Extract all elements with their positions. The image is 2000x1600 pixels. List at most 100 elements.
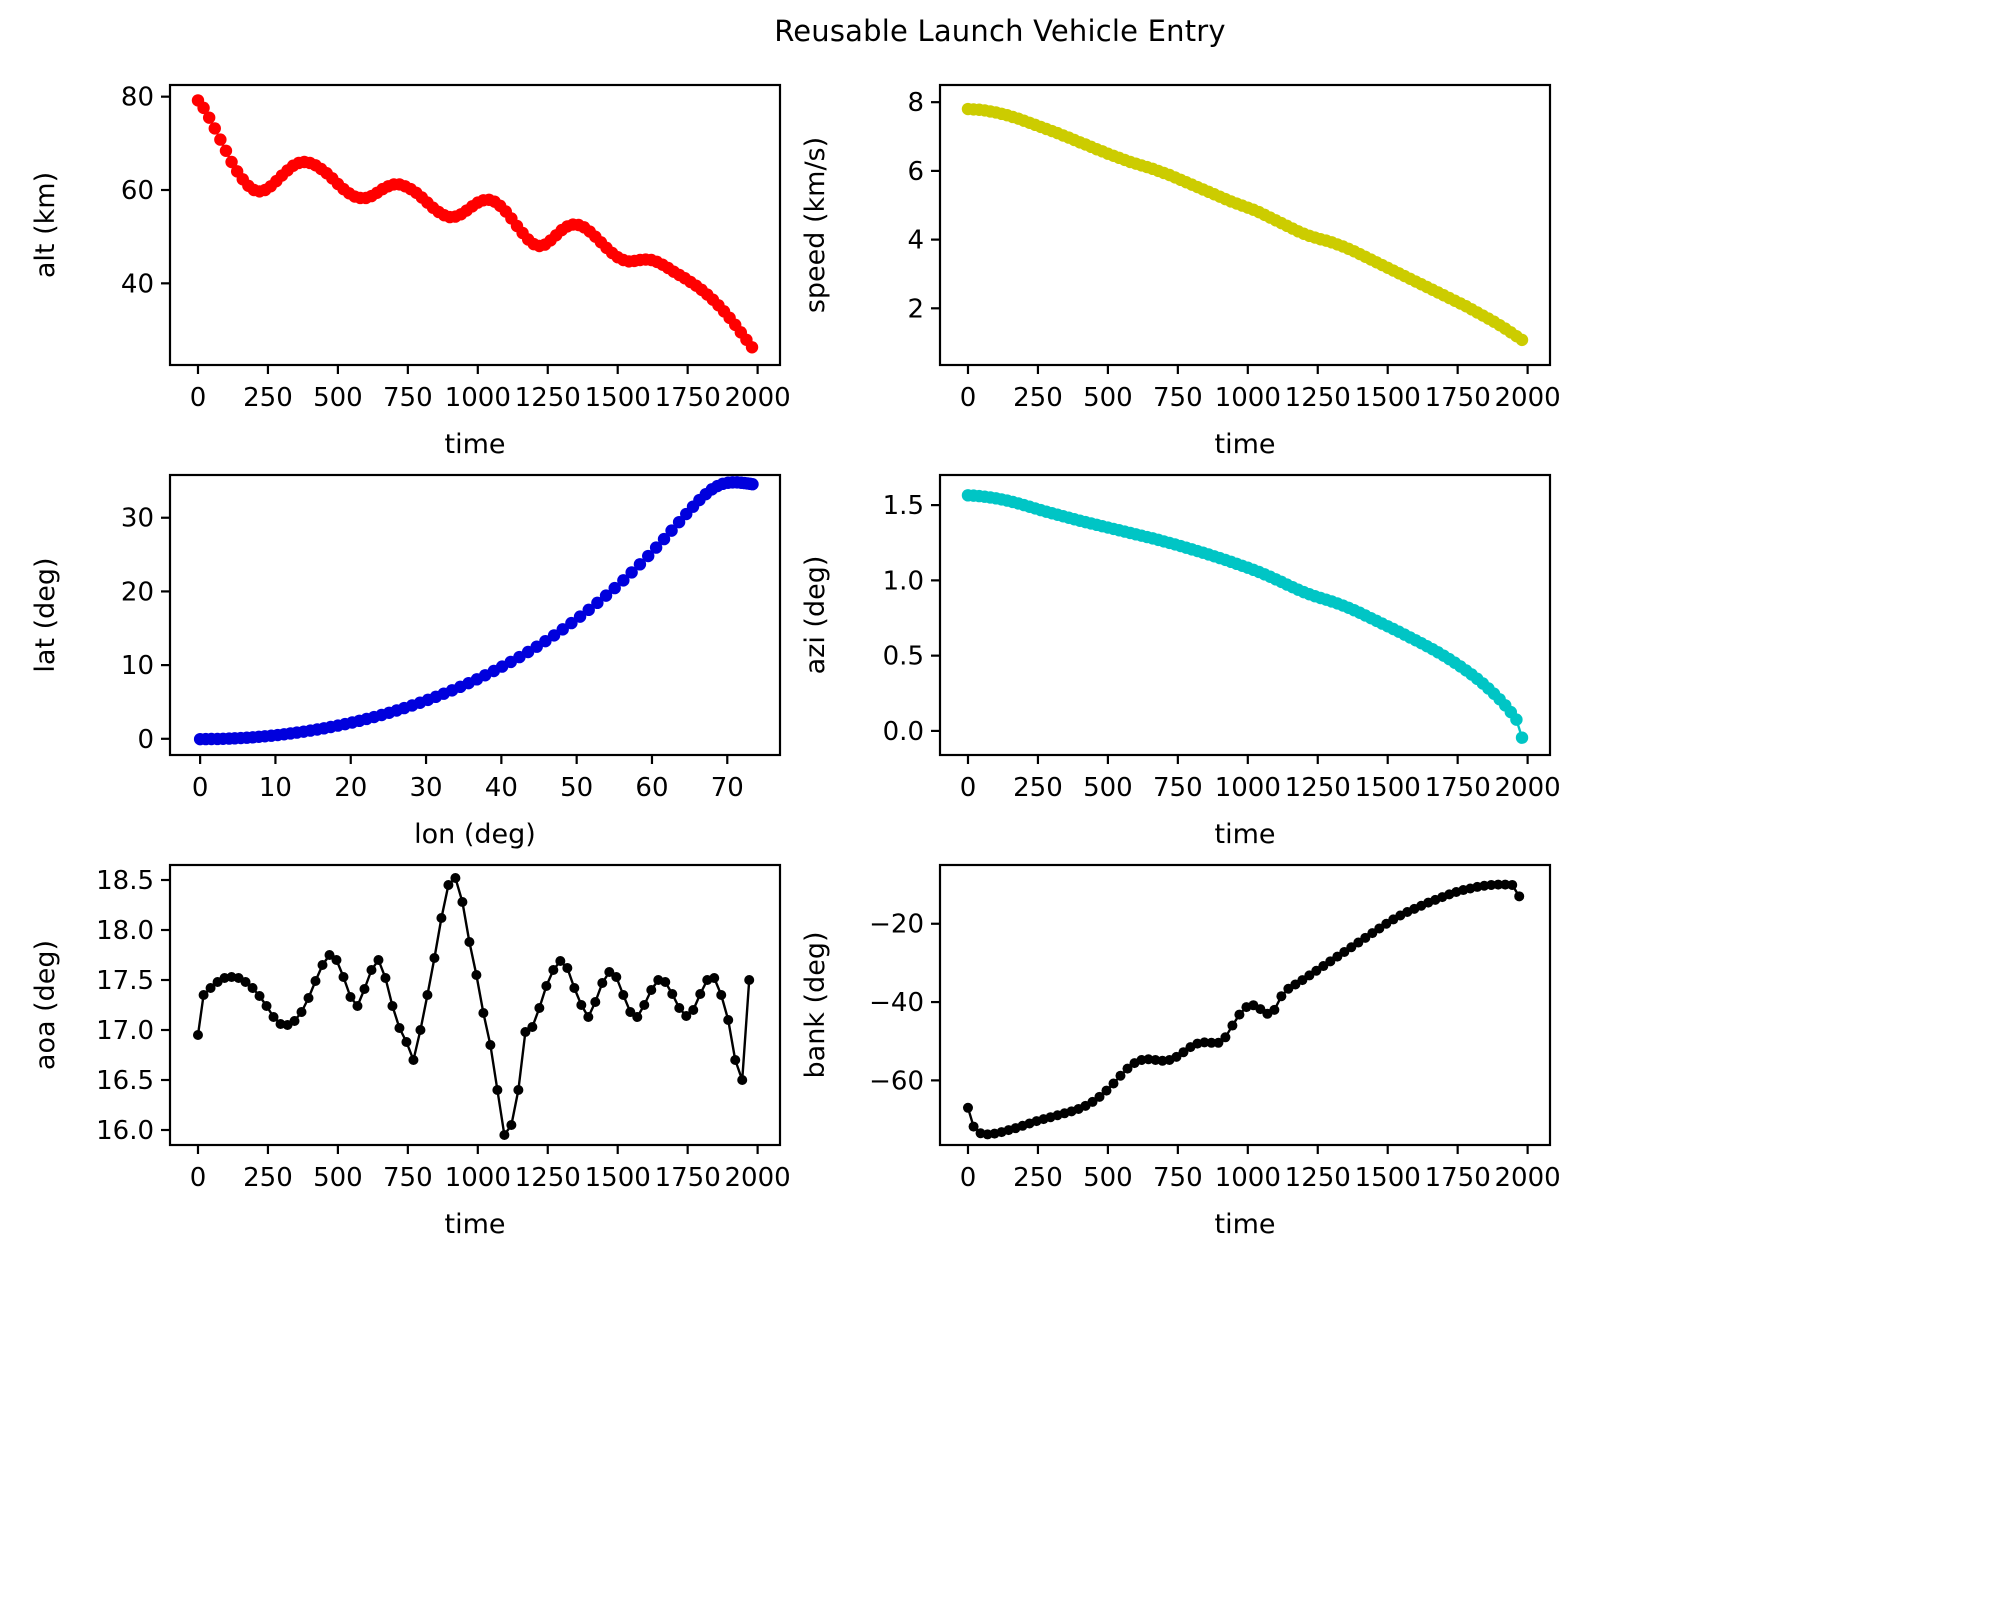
subplot-lat-vs-lon: 0 10 20 30 40 50 60 70 0 10 20 30 lon (deg) lat (deg) xyxy=(20,450,820,870)
data-marker xyxy=(1227,1020,1238,1031)
data-marker xyxy=(303,993,314,1003)
x-axis-label: time xyxy=(1214,429,1275,460)
x-tick-label: 250 xyxy=(243,1163,293,1193)
data-marker xyxy=(401,1037,412,1047)
data-marker xyxy=(642,549,655,563)
data-marker xyxy=(625,566,638,579)
x-axis-label: time xyxy=(444,1209,505,1240)
data-marker xyxy=(214,133,227,146)
data-marker xyxy=(205,983,216,993)
data-marker xyxy=(1374,923,1385,934)
y-axis-label: aoa (deg) xyxy=(30,940,61,1070)
data-marker xyxy=(1360,932,1371,943)
axes-frame xyxy=(168,863,782,1147)
x-tick-label: 2000 xyxy=(725,383,791,413)
data-marker xyxy=(464,937,475,947)
data-marker xyxy=(723,1015,734,1025)
data-marker xyxy=(632,1012,643,1022)
data-marker xyxy=(310,976,321,986)
data-marker xyxy=(1269,1004,1280,1015)
x-axis-label: time xyxy=(1214,1209,1275,1240)
x-axis-label: time xyxy=(1214,819,1275,850)
y-tick-label: 10 xyxy=(121,651,154,681)
y-tick-label: 18.0 xyxy=(96,916,154,946)
data-marker xyxy=(618,990,629,1000)
data-marker xyxy=(1515,333,1529,347)
series-azi-vs-time xyxy=(961,489,1529,744)
x-tick-label: 2000 xyxy=(1495,1163,1561,1193)
data-line xyxy=(967,107,1523,341)
data-marker xyxy=(240,977,251,987)
data-marker xyxy=(1515,731,1529,744)
data-marker xyxy=(548,965,559,975)
data-marker xyxy=(649,541,663,554)
data-marker xyxy=(345,992,356,1002)
data-marker xyxy=(268,1012,279,1022)
data-marker xyxy=(366,965,377,975)
x-tick-label: 0 xyxy=(960,773,977,803)
x-tick-label: 500 xyxy=(1083,383,1133,413)
data-marker xyxy=(394,1023,405,1033)
data-marker xyxy=(443,880,454,890)
x-tick-label: 250 xyxy=(243,383,293,413)
data-marker xyxy=(625,1007,636,1017)
x-tick-label: 1250 xyxy=(1285,1163,1351,1193)
x-tick-label: 2000 xyxy=(1495,383,1561,413)
data-marker xyxy=(604,967,615,977)
series-speed-vs-time xyxy=(961,102,1529,347)
y-axis-label: lat (deg) xyxy=(30,557,61,672)
y-tick-label: 1.5 xyxy=(883,491,924,521)
data-marker xyxy=(247,983,258,993)
x-tick-label: 1000 xyxy=(1215,773,1281,803)
data-marker xyxy=(1297,975,1308,986)
x-tick-label: 1750 xyxy=(1425,773,1491,803)
x-axis-label: time xyxy=(444,429,505,460)
data-marker xyxy=(457,897,468,907)
x-tick-label: 1750 xyxy=(1425,1163,1491,1193)
y-tick-label: −40 xyxy=(869,988,924,1018)
data-marker xyxy=(639,1000,650,1010)
series-aoa-vs-time xyxy=(192,873,755,1140)
data-marker xyxy=(415,1025,426,1035)
data-marker xyxy=(1255,1004,1266,1015)
data-marker xyxy=(478,1008,489,1018)
x-tick-label: 40 xyxy=(485,773,518,803)
data-line xyxy=(967,494,1524,739)
data-marker xyxy=(633,558,647,571)
data-marker xyxy=(198,990,209,1000)
data-marker xyxy=(565,616,578,630)
series-bank-vs-time xyxy=(962,879,1525,1140)
data-marker xyxy=(547,629,561,642)
data-marker xyxy=(219,144,233,157)
x-tick-label: 1750 xyxy=(655,383,721,413)
data-marker xyxy=(556,623,569,636)
data-marker xyxy=(541,981,552,991)
x-tick-label: 1000 xyxy=(1215,383,1281,413)
data-marker xyxy=(534,1003,545,1013)
data-marker xyxy=(962,1102,973,1113)
data-marker xyxy=(737,1075,748,1085)
data-marker xyxy=(681,1011,692,1021)
data-marker xyxy=(573,610,587,623)
data-marker xyxy=(1171,1051,1182,1062)
data-marker xyxy=(436,913,447,923)
data-marker xyxy=(380,973,391,983)
x-tick-label: 30 xyxy=(410,773,443,803)
data-marker xyxy=(1507,879,1518,890)
data-marker xyxy=(1094,1091,1105,1102)
x-tick-label: 1000 xyxy=(445,1163,511,1193)
x-tick-label: 1250 xyxy=(1285,383,1351,413)
data-marker xyxy=(513,1085,524,1095)
subplot-bank-vs-time: 0 250 500 750 1000 1250 1500 1750 2000 −60 −40 −20 t… xyxy=(790,840,1590,1260)
data-marker xyxy=(1510,713,1523,726)
subplot-azi-vs-time: 0 250 500 750 1000 1250 1500 1750 2000 0.0 0.5 1.0 1… xyxy=(790,450,1590,870)
data-marker xyxy=(688,1005,699,1015)
x-tick-label: 20 xyxy=(334,773,367,803)
x-tick-label: 1250 xyxy=(1285,773,1351,803)
data-marker xyxy=(296,1007,307,1017)
data-marker xyxy=(667,989,678,999)
data-marker xyxy=(324,950,335,960)
x-tick-label: 750 xyxy=(383,1163,433,1193)
y-tick-label: 1.0 xyxy=(883,566,924,596)
data-marker xyxy=(582,603,595,617)
